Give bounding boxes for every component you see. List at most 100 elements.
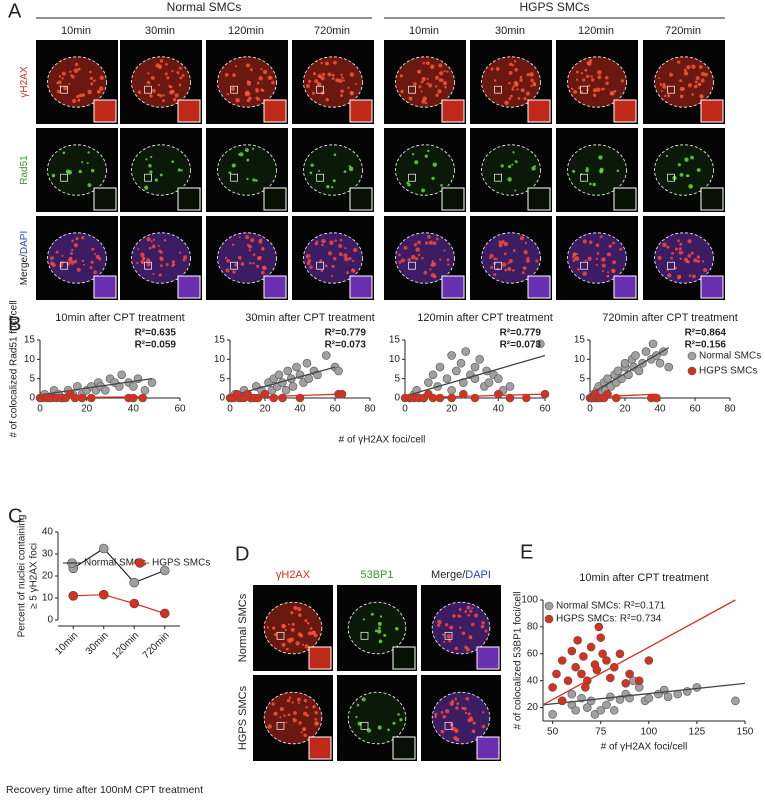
y-tick-label: 15 [24,335,36,346]
label: Merge/DAPI [431,569,491,581]
roi-box [230,173,238,182]
y-tick-label: 15 [574,335,586,346]
focus [291,622,295,626]
focus [314,241,319,246]
focus [501,262,507,267]
focus [498,242,503,248]
focus [452,614,456,618]
focus [606,271,610,274]
focus [162,99,165,103]
point [577,669,586,679]
r-squared: R²=0.779 [500,328,542,339]
focus [309,171,313,175]
focus [61,254,64,257]
focus [469,609,473,614]
point [557,656,567,665]
column-header: 10min [61,25,91,37]
focus [244,91,250,97]
focus [148,246,152,250]
chart-title: 720min after CPT treatment [602,312,738,324]
point [484,378,494,387]
focus [331,264,335,269]
y-tick-label: 40 [527,675,539,686]
focus [383,633,387,637]
focus [619,247,623,251]
focus [688,274,692,277]
point [644,656,654,665]
focus [662,242,667,248]
focus [287,713,291,717]
focus [461,631,466,636]
focus [465,696,470,701]
focus [159,94,163,98]
focus [658,76,661,79]
focus [519,78,523,83]
focus [576,78,579,81]
point [456,358,466,368]
focus [284,628,287,632]
nucleus [217,144,277,196]
focus [76,94,80,99]
focus [454,697,458,701]
column-header: 120min [578,25,614,37]
focus [310,163,314,167]
focus [159,173,163,177]
y-tick-label: 30 [42,549,54,560]
focus [266,626,270,629]
focus [414,257,419,261]
point [571,662,581,672]
focus [679,79,683,83]
focus [435,75,439,80]
focus [676,60,681,64]
point [648,339,658,349]
focus [157,93,160,97]
focus [225,268,230,273]
focus [319,259,323,262]
focus [271,80,275,85]
focus [703,72,708,77]
inset [613,99,637,123]
focus [312,72,317,76]
focus [246,80,250,84]
inset [177,275,201,299]
x-tick-label: 0 [37,404,43,415]
focus [510,94,513,98]
focus [309,627,313,630]
focus [504,268,508,272]
focus [611,269,616,274]
legend-marker [687,351,697,361]
focus [411,254,416,260]
column-header: 120min [228,25,264,37]
focus [431,176,435,181]
focus [657,255,662,260]
y-tick-label: 0 [219,393,225,404]
focus [399,718,403,722]
focus [678,250,683,255]
point [117,370,126,380]
roi-box [667,173,675,182]
focus [258,76,263,81]
focus [426,77,429,80]
inset [93,275,117,299]
focus [171,265,174,268]
point [461,347,470,356]
focus [399,74,403,78]
focus [696,168,701,172]
focus [379,615,383,618]
point [652,393,661,403]
focus [514,60,517,63]
focus [281,623,286,629]
focus [332,179,336,183]
nucleus [303,232,363,284]
point [98,543,109,554]
focus [511,163,514,166]
focus [514,67,518,72]
focus [97,90,101,94]
focus [585,168,589,173]
focus [507,177,512,182]
focus [97,255,100,259]
chart-title: 30min after CPT treatment [245,312,374,324]
focus [482,711,485,714]
focus [427,149,430,153]
focus [238,153,241,156]
